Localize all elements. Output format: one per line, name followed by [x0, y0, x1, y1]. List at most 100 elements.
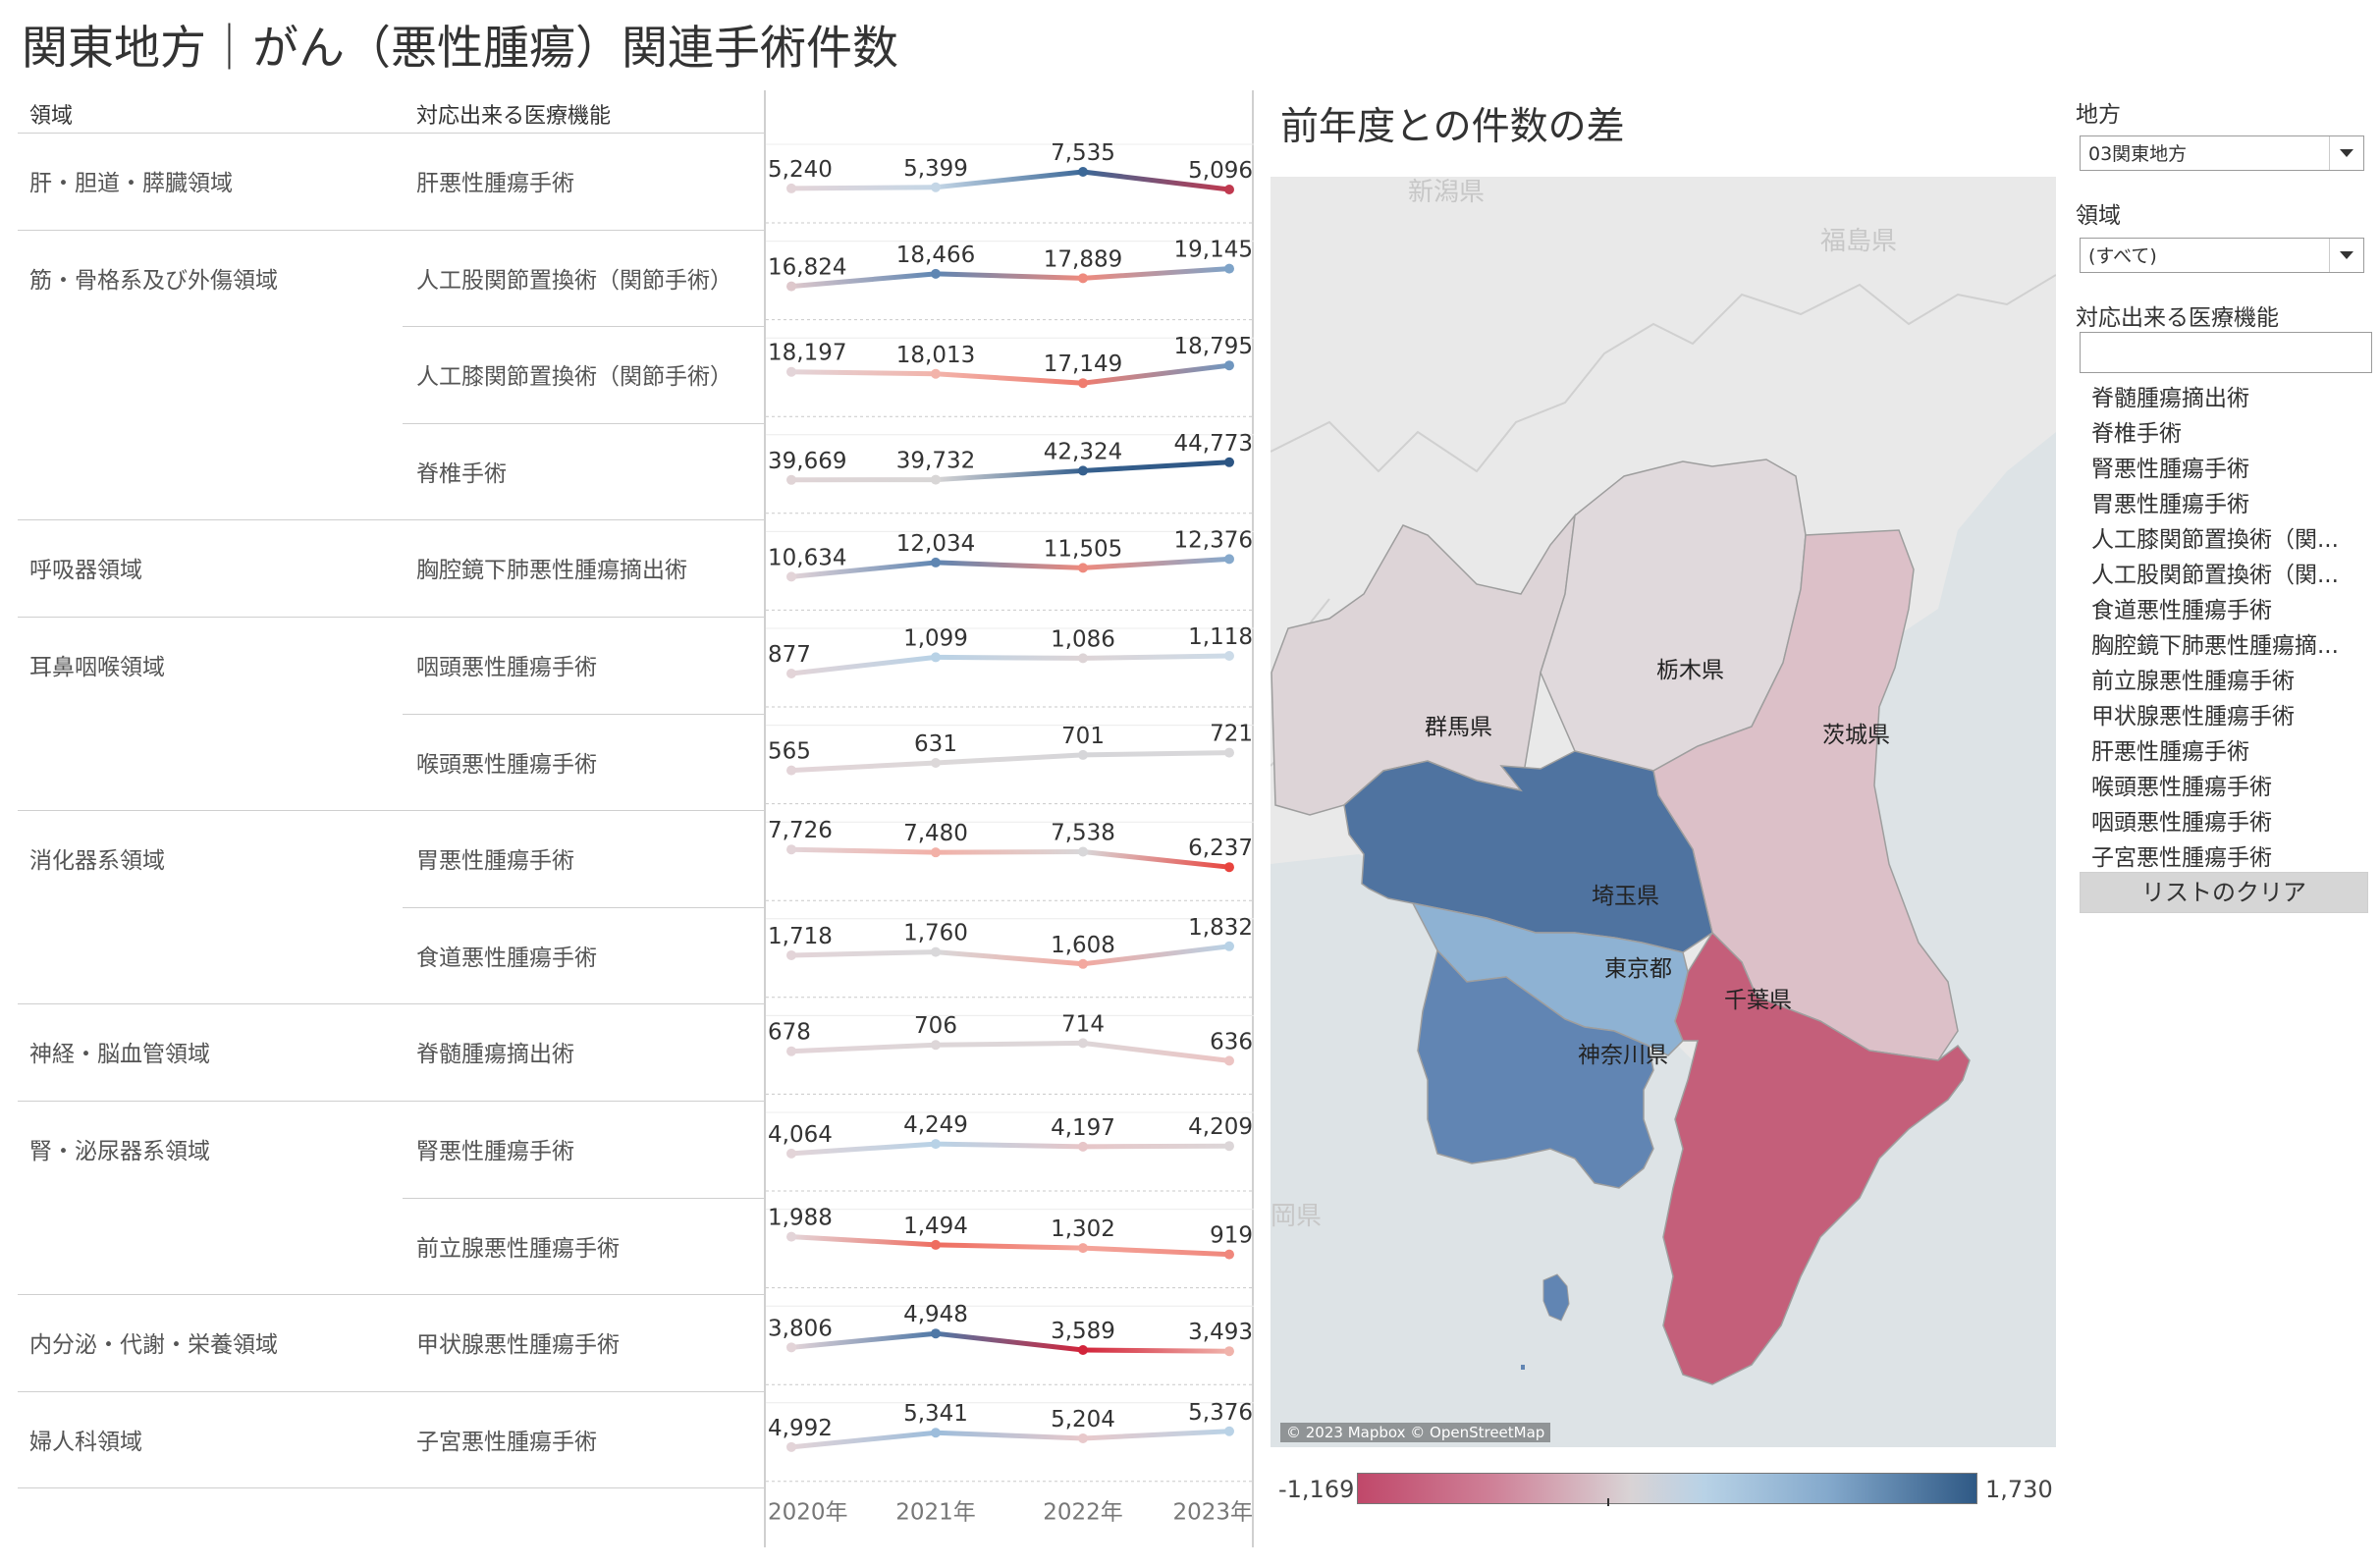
data-label: 636: [1210, 1029, 1253, 1054]
year-axis-label: 2023年: [1172, 1499, 1253, 1525]
data-point[interactable]: [931, 652, 941, 663]
kanto-map[interactable]: 新潟県 福島県 栃木県 群馬県 茨城県 埼玉県 東京都 千葉県 神奈川県 岡県: [1271, 177, 2056, 1447]
data-label: 3,806: [768, 1316, 833, 1341]
function-label: 脊椎手術: [416, 460, 507, 487]
function-label: 食道悪性腫瘍手術: [416, 945, 597, 971]
series-line-segment: [933, 1141, 1086, 1150]
data-point[interactable]: [1078, 653, 1088, 664]
data-point[interactable]: [1078, 749, 1088, 760]
map-attribution[interactable]: © 2023 Mapbox © OpenStreetMap: [1280, 1423, 1551, 1442]
data-point[interactable]: [1224, 747, 1234, 758]
data-point[interactable]: [1224, 360, 1234, 371]
data-point[interactable]: [1224, 862, 1234, 873]
data-point[interactable]: [786, 949, 796, 960]
data-point[interactable]: [1224, 1426, 1234, 1436]
row-divider: [18, 519, 764, 521]
function-label: 人工膝関節置換術（関節手術）: [416, 364, 732, 391]
data-point[interactable]: [1078, 273, 1088, 284]
data-point[interactable]: [931, 1428, 941, 1438]
function-list-item[interactable]: 脊髄腫瘍摘出術: [2091, 386, 2249, 411]
data-label: 565: [768, 739, 811, 765]
column-header-area: 領域: [29, 104, 74, 129]
data-point[interactable]: [931, 557, 941, 567]
data-point[interactable]: [931, 1139, 941, 1150]
function-list-item[interactable]: 甲状腺悪性腫瘍手術: [2091, 704, 2295, 729]
data-point[interactable]: [1224, 1346, 1234, 1357]
chevron-down-icon[interactable]: [2329, 239, 2363, 272]
series-line-segment: [1080, 944, 1232, 967]
chevron-down-icon[interactable]: [2329, 136, 2363, 170]
data-point[interactable]: [786, 366, 796, 377]
row-divider: [18, 1390, 764, 1392]
data-point[interactable]: [786, 1342, 796, 1353]
data-point[interactable]: [931, 1040, 941, 1051]
data-point[interactable]: [1224, 554, 1234, 565]
function-list-item[interactable]: 食道悪性腫瘍手術: [2091, 598, 2272, 623]
data-point[interactable]: [786, 1148, 796, 1159]
function-list-item[interactable]: 脊椎手術: [2091, 421, 2182, 447]
data-point[interactable]: [786, 1231, 796, 1242]
data-point[interactable]: [1224, 457, 1234, 467]
area-dropdown[interactable]: (すべて): [2080, 238, 2364, 273]
data-label: 4,948: [903, 1302, 968, 1327]
row-divider: [403, 906, 764, 908]
data-point[interactable]: [1224, 1141, 1234, 1152]
data-label: 1,099: [903, 625, 968, 651]
function-list-item[interactable]: 人工股関節置換術（関...: [2091, 563, 2339, 588]
data-point[interactable]: [1078, 378, 1088, 389]
data-point[interactable]: [931, 847, 941, 858]
data-point[interactable]: [1224, 1055, 1234, 1066]
row-divider: [18, 133, 764, 134]
data-point[interactable]: [786, 669, 796, 678]
function-list-item[interactable]: 胃悪性腫瘍手術: [2091, 492, 2249, 517]
function-search-input[interactable]: [2080, 332, 2372, 373]
function-list-item[interactable]: 咽頭悪性腫瘍手術: [2091, 810, 2272, 836]
data-point[interactable]: [786, 474, 796, 485]
data-point[interactable]: [1078, 167, 1088, 177]
data-point[interactable]: [1078, 1432, 1088, 1443]
data-point[interactable]: [1224, 1249, 1234, 1260]
prefecture-kanagawa[interactable]: [1417, 948, 1654, 1189]
area-label: 婦人科領域: [29, 1429, 142, 1455]
function-list-item[interactable]: 前立腺悪性腫瘍手術: [2091, 669, 2295, 694]
data-point[interactable]: [1224, 941, 1234, 951]
data-point[interactable]: [931, 946, 941, 957]
map-label-chiba: 千葉県: [1724, 988, 1792, 1013]
data-label: 7,538: [1051, 820, 1115, 845]
data-point[interactable]: [786, 183, 796, 193]
data-point[interactable]: [1078, 1345, 1088, 1356]
function-list-item[interactable]: 喉頭悪性腫瘍手術: [2091, 775, 2272, 800]
data-point[interactable]: [786, 1046, 796, 1056]
region-dropdown[interactable]: 03関東地方: [2080, 135, 2364, 171]
prefecture-border-north: [1271, 274, 2056, 473]
data-point[interactable]: [1078, 1141, 1088, 1152]
function-list-item[interactable]: 肝悪性腫瘍手術: [2091, 739, 2249, 765]
function-list-item[interactable]: 腎悪性腫瘍手術: [2091, 457, 2249, 482]
data-point[interactable]: [1078, 958, 1088, 969]
data-point[interactable]: [1078, 846, 1088, 857]
data-point[interactable]: [786, 571, 796, 582]
data-point[interactable]: [931, 182, 941, 192]
data-point[interactable]: [1078, 465, 1088, 476]
data-point[interactable]: [931, 757, 941, 768]
data-point[interactable]: [1078, 563, 1088, 573]
data-point[interactable]: [786, 281, 796, 292]
function-list-item[interactable]: 人工膝関節置換術（関...: [2091, 527, 2339, 553]
prefecture-chiba[interactable]: [1662, 931, 1971, 1385]
data-point[interactable]: [1078, 1038, 1088, 1049]
data-point[interactable]: [931, 368, 941, 379]
data-point[interactable]: [1224, 651, 1234, 661]
data-point[interactable]: [786, 765, 796, 776]
function-list-item[interactable]: 胸腔鏡下肺悪性腫瘍摘...: [2091, 633, 2339, 659]
clear-list-button[interactable]: リストのクリア: [2080, 872, 2368, 913]
data-point[interactable]: [1224, 185, 1234, 194]
data-point[interactable]: [1224, 263, 1234, 274]
data-point[interactable]: [786, 1441, 796, 1452]
function-list-item[interactable]: 子宮悪性腫瘍手術: [2091, 845, 2272, 871]
data-point[interactable]: [786, 844, 796, 855]
data-point[interactable]: [1078, 1243, 1088, 1254]
data-point[interactable]: [931, 474, 941, 485]
data-point[interactable]: [931, 268, 941, 279]
data-point[interactable]: [931, 1328, 941, 1339]
data-point[interactable]: [931, 1239, 941, 1250]
